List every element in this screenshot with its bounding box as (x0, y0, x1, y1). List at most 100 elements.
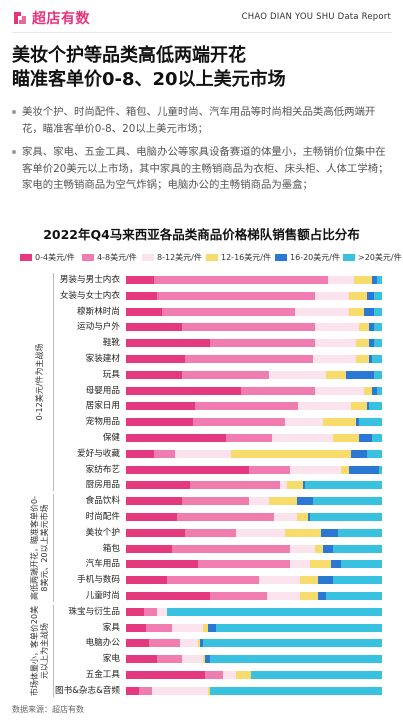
bar-row (126, 276, 382, 284)
bar-segment (151, 686, 208, 695)
data-source: 数据来源：超店有数 (12, 705, 84, 714)
category-label: 箱包 (102, 543, 120, 554)
bar-segment (190, 481, 280, 490)
bar-row (126, 370, 382, 379)
bar-segment (126, 671, 206, 679)
bar-segment (197, 639, 201, 648)
bar-segment (156, 607, 167, 616)
bar-segment (356, 355, 370, 363)
legend-label: 12-16美元/件 (221, 253, 271, 262)
bar-segment (305, 481, 382, 490)
bar-segment (297, 402, 352, 411)
bar-segment (182, 497, 249, 506)
brand-name: 超店有数 (32, 11, 90, 27)
bar-segment (126, 528, 185, 537)
bar-segment (210, 686, 382, 695)
bar-segment (366, 402, 370, 411)
bar-segment (126, 639, 150, 648)
bar-segment (358, 434, 372, 442)
bar-segment (369, 339, 375, 348)
bar-segment (266, 592, 301, 600)
bar-segment (182, 323, 316, 332)
bar-segment (225, 434, 272, 442)
bar-segment (202, 639, 382, 648)
summary-bullet-text: 家具、家电、五金工具、电脑办公等家具设备赛道的体量小，主畅销价位集中在客单价20… (22, 146, 389, 191)
bar-segment (325, 592, 382, 600)
bar-segment (369, 323, 375, 332)
bar-segment (126, 323, 183, 332)
bar-row (126, 671, 382, 679)
legend-item: >20美元/件 (343, 252, 402, 263)
bar-segment (338, 528, 382, 537)
bar-segment (351, 402, 367, 411)
bar-segment (149, 639, 180, 648)
bar-segment (369, 402, 382, 411)
bar-segment (126, 291, 157, 300)
bar-segment (251, 671, 382, 679)
bar-segment (143, 607, 157, 616)
category-label: 家具 (102, 622, 120, 633)
group-bracket (53, 273, 54, 492)
bar-segment (146, 623, 173, 632)
bar-segment (374, 307, 382, 316)
bar-segment (374, 323, 382, 332)
bar-segment (154, 276, 329, 284)
category-label: 手机与数码 (77, 575, 120, 586)
bar-segment (126, 560, 198, 569)
bar-segment (156, 291, 316, 300)
category-label: 家电 (102, 654, 120, 665)
header-divider (12, 32, 392, 33)
bar-row (126, 434, 382, 442)
bar-segment (126, 513, 178, 521)
bar-segment (177, 513, 275, 521)
bar-segment (230, 449, 352, 458)
group-bracket (53, 494, 54, 602)
bar-segment (195, 402, 298, 411)
bar-segment (356, 339, 370, 348)
bar-segment (174, 449, 231, 458)
bar-segment (315, 544, 324, 553)
bar-segment (207, 686, 211, 695)
bar-segment (315, 386, 365, 395)
category-label: 爱好与收藏 (77, 448, 120, 459)
category-label: 食品饮料 (85, 496, 120, 507)
header: 超店有数 CHAO DIAN YOU SHU Data Report (0, 0, 403, 34)
bar-segment (248, 497, 270, 506)
summary-bullet: 家具、家电、五金工具、电脑办公等家具设备赛道的体量小，主畅销价位集中在客单价20… (12, 144, 390, 194)
bar-segment (154, 449, 175, 458)
bar-row (126, 576, 382, 585)
bar-row (126, 355, 382, 363)
bar-row (126, 639, 382, 648)
summary-bullets: 美妆个护、时尚配件、箱包、儿童时尚、汽车用品等时尚相关品类高低两端开花，瞄准客单… (12, 104, 390, 201)
category-label: 宠物用品 (85, 417, 120, 428)
bar-segment (341, 465, 349, 474)
bar-segment (138, 686, 152, 695)
bar-segment (312, 355, 357, 363)
bar-segment (126, 449, 155, 458)
bar-segment (333, 544, 382, 553)
bar-segment (126, 402, 196, 411)
bar-segment (126, 623, 147, 632)
report-tag: CHAO DIAN YOU SHU Data Report (241, 12, 391, 22)
bar-segment (312, 497, 382, 506)
bar-segment (364, 307, 375, 316)
bar-row (126, 402, 382, 411)
bar-segment (200, 639, 203, 648)
bar-segment (271, 434, 334, 442)
bar-segment (371, 386, 377, 395)
bar-segment (172, 544, 290, 553)
bar-segment (126, 307, 162, 316)
bar-row (126, 449, 382, 458)
bar-segment (126, 592, 211, 600)
bar-segment (341, 560, 382, 569)
bar-segment (317, 592, 326, 600)
bar-segment (348, 465, 380, 474)
bar-segment (126, 497, 183, 506)
legend-item: 0-4美元/件 (20, 252, 75, 263)
bar-segment (207, 623, 216, 632)
category-label: 家装建材 (85, 354, 120, 364)
bar-segment (315, 339, 357, 348)
legend-item: 16-20美元/件 (275, 252, 340, 263)
bar-segment (179, 639, 198, 648)
chart-legend: 0-4美元/件 4-8美元/件 8-12美元/件 12-16美元/件 16-20美元/件… (20, 252, 402, 264)
